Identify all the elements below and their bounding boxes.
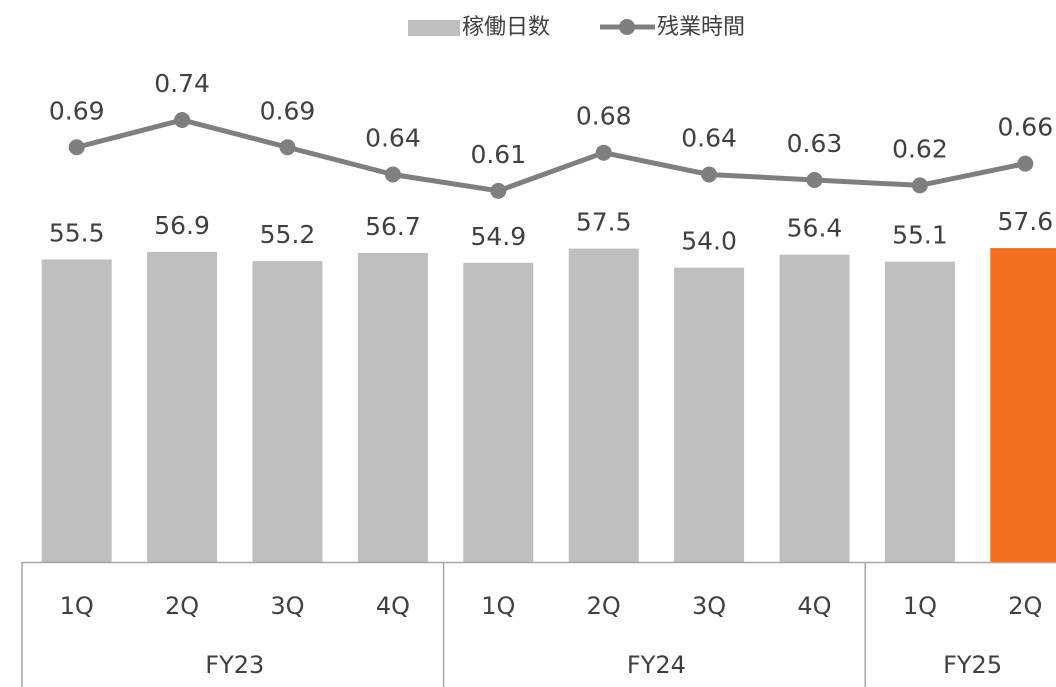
line-point	[806, 171, 823, 188]
line-point	[174, 112, 191, 128]
line-point	[384, 166, 401, 183]
bar-value-label: 56.7	[365, 212, 421, 241]
legend: 稼働日数 残業時間	[408, 15, 745, 40]
bar	[990, 248, 1056, 562]
line-value-label: 0.63	[787, 129, 843, 158]
line-point	[911, 177, 928, 194]
bar-value-label: 55.1	[892, 221, 948, 250]
line-point	[701, 166, 718, 183]
line-value-label: 0.69	[49, 96, 105, 125]
group-label: FY24	[627, 651, 686, 679]
line-value-label: 0.69	[260, 96, 316, 125]
bar-value-label: 57.5	[576, 208, 632, 237]
legend-label: 稼働日数	[462, 15, 550, 40]
tick-label: 1Q	[903, 592, 937, 620]
bar-value-labels: 55.5 56.9 55.2 56.7 54.9 57.5 54.0 56.4 55.1 57.6	[49, 207, 1053, 256]
tick-label: 1Q	[481, 592, 515, 620]
line-point	[1017, 155, 1034, 172]
line-point	[595, 144, 612, 161]
tick-label: 3Q	[270, 592, 304, 620]
bar	[463, 262, 534, 562]
tick-label: 4Q	[797, 592, 831, 620]
bar-value-label: 55.5	[49, 219, 105, 248]
bar	[147, 251, 218, 562]
line-value-label: 0.61	[470, 140, 526, 169]
bar	[41, 259, 112, 562]
line-value-label: 0.62	[892, 134, 948, 163]
line-value-labels: 0.69 0.74 0.69 0.64 0.61 0.68 0.64 0.63 0.62 0.66	[49, 69, 1053, 169]
line-value-label: 0.64	[365, 124, 421, 153]
tick-label: 3Q	[692, 592, 726, 620]
overtime-line-series	[68, 112, 1034, 199]
tick-label: 2Q	[587, 592, 621, 620]
bar-value-label: 56.4	[787, 214, 843, 243]
bar-value-label: 56.9	[154, 211, 210, 240]
bar	[568, 248, 639, 562]
tick-label: 1Q	[60, 592, 94, 620]
group-label: FY25	[943, 651, 1002, 679]
bar	[884, 261, 955, 562]
legend-bar-swatch	[408, 20, 460, 36]
bars	[41, 248, 1056, 563]
category-axis: 1Q 2Q 3Q 4Q 1Q 2Q 3Q 4Q 1Q 2Q FY23 FY24 FY25	[21, 561, 1056, 687]
tick-label: 2Q	[1008, 592, 1042, 620]
bar	[779, 254, 850, 562]
line-value-label: 0.74	[154, 69, 210, 98]
legend-label: 残業時間	[657, 15, 745, 40]
line-point	[490, 182, 507, 199]
bar	[252, 261, 323, 562]
bar-value-label: 57.6	[997, 207, 1053, 236]
line-point	[279, 139, 296, 156]
legend-line-marker	[619, 19, 635, 35]
bar	[357, 252, 428, 563]
overtime-line	[76, 117, 1026, 194]
group-label: FY23	[205, 651, 264, 679]
line-value-label: 0.64	[681, 124, 737, 153]
line-value-label: 0.68	[576, 102, 632, 131]
tick-label: 4Q	[376, 592, 410, 620]
bar-value-label: 54.9	[470, 222, 526, 251]
bar-value-label: 54.0	[681, 227, 737, 256]
line-value-label: 0.66	[997, 113, 1053, 142]
bar	[674, 267, 745, 562]
line-point	[68, 139, 85, 156]
tick-label: 2Q	[165, 592, 199, 620]
bar-value-label: 55.2	[260, 220, 316, 249]
